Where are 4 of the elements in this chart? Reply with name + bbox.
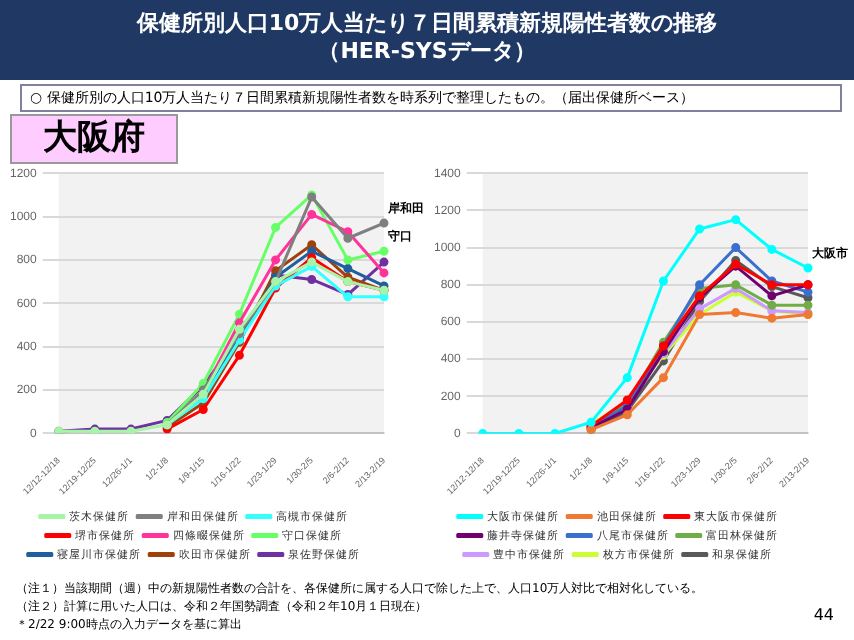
text: 大阪府	[10, 114, 178, 164]
text: 44	[813, 606, 834, 624]
chart-title: 保健所別人口10万人当たり７日間累積新規陽性者数の推移	[136, 10, 718, 36]
chart-subtitle: （HER-SYSデータ）	[318, 38, 536, 64]
